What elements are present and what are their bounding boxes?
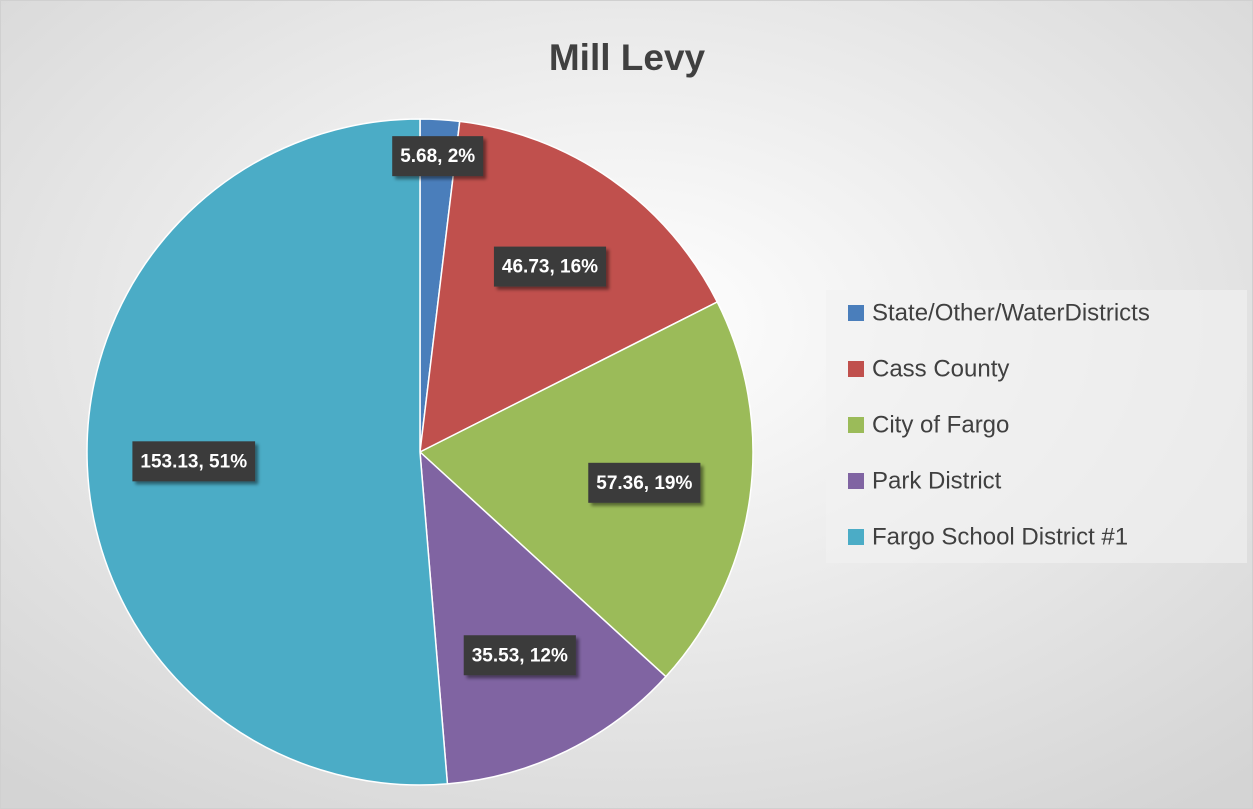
legend-swatch <box>848 361 864 377</box>
data-label-box <box>132 441 256 482</box>
data-label-box <box>392 136 484 177</box>
data-label: 153.13, 51% <box>140 451 247 472</box>
pie-slice <box>419 120 719 454</box>
data-label-box <box>463 635 576 676</box>
pie-slice <box>419 450 667 785</box>
data-label-box <box>588 462 701 503</box>
data-label: 46.73, 16% <box>502 257 598 278</box>
legend-swatch <box>848 305 864 321</box>
pie-slice <box>86 118 449 786</box>
data-label: 57.36, 19% <box>596 473 692 494</box>
legend-label: State/Other/WaterDistricts <box>872 299 1150 326</box>
legend-label: Fargo School District #1 <box>872 523 1128 550</box>
pie-slice <box>418 300 754 678</box>
chart-title: Mill Levy <box>549 37 706 78</box>
legend-swatch <box>848 473 864 489</box>
legend-swatch <box>848 417 864 433</box>
legend-box <box>826 290 1247 563</box>
data-label: 35.53, 12% <box>472 645 568 666</box>
legend-label: Cass County <box>872 355 1009 382</box>
legend-label: City of Fargo <box>872 411 1009 438</box>
legend-label: Park District <box>872 467 1002 494</box>
data-label-box <box>493 246 607 287</box>
data-label: 5.68, 2% <box>400 146 475 167</box>
legend-swatch <box>848 529 864 545</box>
